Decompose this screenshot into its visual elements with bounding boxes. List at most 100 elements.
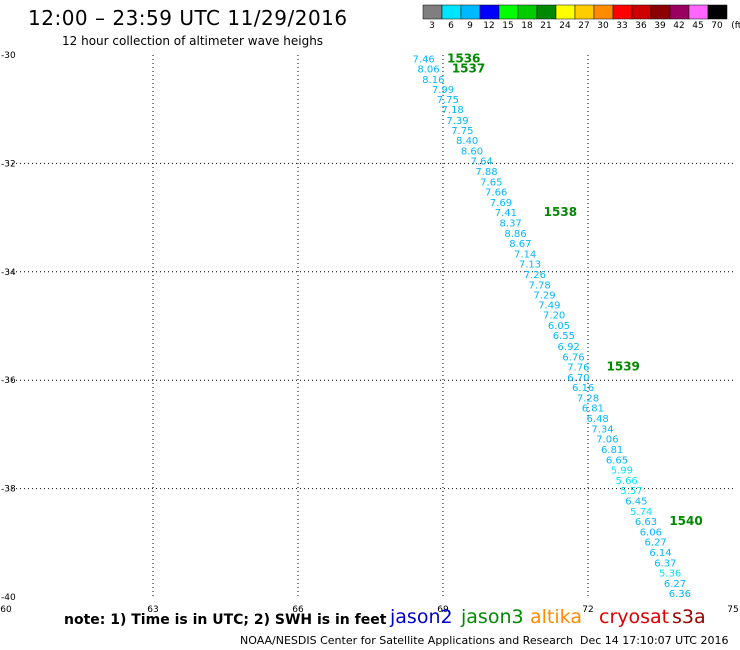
wave-height-value: 8.06 bbox=[417, 65, 439, 76]
colorbar-swatch bbox=[517, 4, 538, 20]
satellite-s3a: s3a bbox=[672, 606, 706, 628]
wave-height-value: 6.36 bbox=[669, 589, 691, 600]
colorbar-label: 27 bbox=[578, 21, 590, 31]
time-label: 1538 bbox=[544, 205, 577, 219]
colorbar-swatch bbox=[650, 4, 671, 20]
colorbar-swatch bbox=[441, 4, 462, 20]
colorbar-label: 36 bbox=[635, 21, 647, 31]
colorbar-swatch bbox=[479, 4, 500, 20]
wave-height-value: 7.75 bbox=[451, 126, 473, 137]
y-tick-label: -30 bbox=[1, 51, 16, 61]
wave-height-value: 6.70 bbox=[567, 373, 589, 384]
x-tick-label: 72 bbox=[582, 605, 593, 615]
wave-height-value: 7.18 bbox=[442, 105, 464, 116]
time-label: 1539 bbox=[607, 360, 640, 374]
wave-height-value: 7.75 bbox=[437, 95, 459, 106]
wave-height-value: 8.60 bbox=[461, 146, 483, 157]
wave-height-value: 8.67 bbox=[509, 239, 531, 250]
colorbar-label: 18 bbox=[521, 21, 533, 31]
wave-height-value: 6.81 bbox=[582, 403, 604, 414]
note-text: note: 1) Time is in UTC; 2) SWH is in fe… bbox=[64, 612, 387, 628]
colorbar-label: 3 bbox=[429, 21, 435, 31]
wave-height-value: 8.37 bbox=[500, 218, 522, 229]
colorbar-label: 9 bbox=[467, 21, 473, 31]
colorbar-label: 24 bbox=[559, 21, 571, 31]
footer-credit: NOAA/NESDIS Center for Satellite Applica… bbox=[240, 634, 574, 647]
colorbar-label: 45 bbox=[692, 21, 704, 31]
wave-height-value: 6.48 bbox=[587, 414, 609, 425]
chart-subtitle: 12 hour collection of altimeter wave hei… bbox=[62, 34, 324, 48]
wave-height-value: 7.28 bbox=[577, 394, 599, 405]
colorbar-swatch bbox=[498, 4, 519, 20]
wave-height-value: 6.06 bbox=[640, 527, 662, 538]
wave-height-value: 5.57 bbox=[620, 486, 642, 497]
colorbar-swatch bbox=[574, 4, 595, 20]
colorbar-label: 6 bbox=[448, 21, 454, 31]
colorbar-swatch bbox=[688, 4, 709, 20]
wave-height-value: 6.45 bbox=[625, 497, 647, 508]
wave-height-value: 6.27 bbox=[664, 579, 686, 590]
wave-height-value: 7.06 bbox=[596, 435, 618, 446]
wave-height-value: 7.66 bbox=[485, 188, 507, 199]
colorbar-label: 12 bbox=[483, 21, 495, 31]
wave-height-value: 7.13 bbox=[519, 260, 541, 271]
wave-height-value: 6.92 bbox=[558, 342, 580, 353]
wave-height-value: 7.49 bbox=[538, 300, 560, 311]
colorbar-label: 42 bbox=[673, 21, 685, 31]
colorbar-swatch bbox=[631, 4, 652, 20]
satellite-jason2: jason2 bbox=[390, 606, 453, 628]
x-tick-label: 69 bbox=[437, 605, 449, 615]
wave-height-value: 7.65 bbox=[480, 177, 502, 188]
wave-height-value: 7.26 bbox=[524, 270, 546, 281]
wave-height-value: 7.46 bbox=[413, 54, 435, 65]
wave-height-value: 7.14 bbox=[514, 249, 536, 260]
wave-height-value: 7.76 bbox=[567, 363, 589, 374]
colorbar-label: 33 bbox=[616, 21, 628, 31]
x-tick-label: 60 bbox=[0, 605, 12, 615]
wave-height-value: 5.74 bbox=[630, 507, 652, 518]
wave-height-value: 8.40 bbox=[456, 136, 478, 147]
time-label: 1537 bbox=[452, 62, 485, 76]
wave-height-value: 6.27 bbox=[645, 538, 667, 549]
x-tick-label: 63 bbox=[147, 605, 158, 615]
wave-height-value: 5.66 bbox=[616, 476, 638, 487]
satellite-cryosat: cryosat bbox=[599, 606, 670, 628]
colorbar-swatch bbox=[593, 4, 614, 20]
wave-height-value: 6.65 bbox=[606, 455, 628, 466]
y-tick-label: -34 bbox=[1, 268, 16, 278]
wave-height-value: 7.64 bbox=[471, 157, 493, 168]
y-tick-label: -36 bbox=[1, 376, 16, 386]
colorbar-swatch bbox=[612, 4, 633, 20]
wave-height-value: 6.76 bbox=[562, 352, 584, 363]
wave-height-value: 6.16 bbox=[572, 383, 594, 394]
wave-height-value: 7.78 bbox=[529, 280, 551, 291]
colorbar-label: 70 bbox=[711, 21, 723, 31]
wave-height-value: 7.41 bbox=[495, 208, 517, 219]
wave-height-value: 7.88 bbox=[475, 167, 497, 178]
wave-height-value: 6.81 bbox=[601, 445, 623, 456]
satellite-jason3: jason3 bbox=[461, 606, 524, 628]
wave-height-value: 5.36 bbox=[659, 569, 681, 580]
time-label: 1540 bbox=[669, 514, 702, 528]
colorbar-swatch bbox=[536, 4, 557, 20]
footer-timestamp: Dec 14 17:10:07 UTC 2016 bbox=[580, 634, 729, 647]
wave-height-value: 6.14 bbox=[649, 548, 671, 559]
colorbar-label: 15 bbox=[502, 21, 514, 31]
chart-title: 12:00 – 23:59 UTC 11/29/2016 bbox=[28, 6, 348, 30]
colorbar-label: 30 bbox=[597, 21, 609, 31]
colorbar-swatch bbox=[460, 4, 481, 20]
wave-height-value: 7.29 bbox=[533, 291, 555, 302]
wave-height-value: 7.20 bbox=[543, 311, 565, 322]
colorbar-unit: (ft) bbox=[731, 21, 740, 31]
wave-height-value: 5.99 bbox=[611, 466, 633, 477]
colorbar-swatch bbox=[422, 4, 443, 20]
colorbar-swatch bbox=[555, 4, 576, 20]
wave-height-value: 8.86 bbox=[504, 229, 526, 240]
colorbar-label: 39 bbox=[654, 21, 666, 31]
wave-height-value: 6.37 bbox=[654, 558, 676, 569]
wave-height-value: 6.55 bbox=[553, 331, 575, 342]
colorbar-swatch bbox=[707, 4, 728, 20]
time-label: 1536 bbox=[447, 51, 480, 65]
wave-height-value: 7.34 bbox=[591, 424, 613, 435]
